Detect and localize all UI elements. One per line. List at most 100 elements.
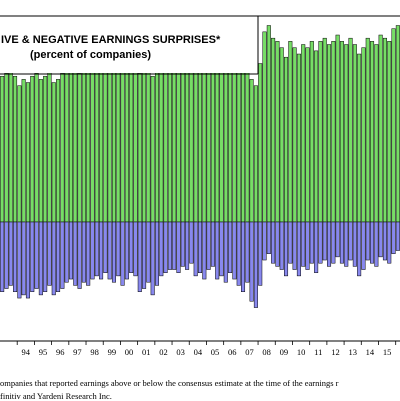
x-tick-label: 99 <box>108 347 117 357</box>
negative-surprise-bar <box>116 221 121 277</box>
negative-surprise-bar <box>111 221 117 283</box>
negative-surprise-bar <box>124 221 129 280</box>
positive-surprise-bar <box>327 44 332 223</box>
negative-surprise-bar <box>266 221 271 254</box>
positive-surprise-bar <box>395 25 400 223</box>
positive-surprise-bar <box>219 53 224 223</box>
negative-surprise-bar <box>241 221 246 292</box>
negative-surprise-bar <box>103 221 108 273</box>
negative-surprise-bar <box>210 221 215 267</box>
x-tick-label: 12 <box>331 347 340 357</box>
negative-surprise-bar <box>322 221 327 261</box>
x-tick-label: 10 <box>297 347 306 357</box>
x-tick-label: 09 <box>280 347 289 357</box>
x-axis-ticks: 94 95 96 97 98 99 00 01 02 03 04 05 06 07 08 09 10 11 12 13… <box>16 341 397 357</box>
positive-surprise-bar <box>228 50 233 223</box>
positive-surprise-bar <box>129 53 134 223</box>
negative-surprise-bar <box>129 221 134 273</box>
negative-surprise-bar <box>21 221 26 296</box>
positive-surprise-bar <box>339 41 344 223</box>
positive-surprise-bar <box>361 47 366 223</box>
negative-surprise-bar <box>56 221 61 292</box>
negative-surprise-bar <box>150 221 155 296</box>
positive-surprise-bar <box>30 75 35 223</box>
negative-surprise-bar <box>288 221 293 264</box>
negative-surprise-bar <box>189 221 194 264</box>
positive-surprise-bar <box>142 69 147 223</box>
x-tick-label: 06 <box>228 347 237 357</box>
positive-surprise-bar <box>223 60 228 223</box>
positive-surprise-bar <box>322 37 327 223</box>
negative-surprise-bar <box>249 221 254 302</box>
negative-surprise-bar <box>215 221 220 280</box>
negative-surprise-bar <box>120 221 125 286</box>
x-tick-label: 07 <box>245 347 254 357</box>
positive-surprise-bar <box>43 75 48 223</box>
negative-surprise-bar <box>0 221 5 292</box>
negative-surprise-bar <box>357 221 362 277</box>
positive-surprise-bar <box>86 69 91 223</box>
positive-surprise-bar <box>335 34 340 223</box>
negative-surprise-bar <box>8 221 13 286</box>
positive-surprise-bar <box>90 63 95 223</box>
positive-surprise-bar <box>137 72 142 223</box>
negative-surprise-bar <box>258 221 263 286</box>
negative-surprise-bar <box>206 221 211 270</box>
positive-surprise-bar <box>47 69 52 223</box>
negative-surprise-bar <box>142 221 147 289</box>
negative-surprise-bar <box>223 221 228 283</box>
negative-surprise-bar <box>86 221 91 286</box>
negative-surprise-bar <box>327 221 332 267</box>
negative-surprise-bar <box>275 221 280 267</box>
positive-surprise-bar <box>34 72 39 223</box>
negative-surprise-bar <box>99 221 104 280</box>
positive-surprise-bar <box>271 37 276 223</box>
positive-surprise-bar <box>232 56 237 223</box>
negative-surprise-bar <box>387 221 392 264</box>
positive-surprise-bar <box>266 25 271 223</box>
negative-surprise-bar <box>159 221 164 277</box>
negative-surprise-bar <box>374 221 379 267</box>
x-tick-label: 15 <box>383 347 392 357</box>
x-tick-label: 02 <box>159 347 168 357</box>
x-tick-label: 03 <box>176 347 185 357</box>
negative-surprise-bar <box>236 221 241 286</box>
footnote-line-2: finitiv and Yardeni Research Inc. <box>0 391 112 401</box>
negative-surprise-bar <box>292 221 297 270</box>
negative-surprise-bar <box>331 221 336 264</box>
positive-surprise-bar <box>391 28 396 223</box>
positive-surprise-bar <box>305 47 310 223</box>
x-tick-label: 11 <box>314 347 322 357</box>
negative-surprise-bar <box>133 221 138 277</box>
negative-surprise-bar <box>17 221 22 299</box>
negative-surprise-bar <box>43 221 48 292</box>
x-tick-label: 95 <box>39 347 48 357</box>
bar-series <box>0 25 400 308</box>
negative-surprise-bar <box>176 221 181 273</box>
positive-surprise-bar <box>357 53 362 223</box>
positive-surprise-bar <box>370 41 375 223</box>
positive-surprise-bar <box>133 56 138 223</box>
positive-surprise-bar <box>288 41 293 223</box>
positive-surprise-bar <box>245 60 250 223</box>
positive-surprise-bar <box>309 41 314 223</box>
x-tick-label: 05 <box>211 347 220 357</box>
negative-surprise-bar <box>262 221 267 261</box>
positive-surprise-bar <box>176 50 181 223</box>
positive-surprise-bar <box>64 66 69 223</box>
positive-surprise-bar <box>382 37 387 223</box>
negative-surprise-bar <box>219 221 224 277</box>
positive-surprise-bar <box>60 72 65 223</box>
negative-surprise-bar <box>13 221 18 292</box>
negative-surprise-bar <box>318 221 323 264</box>
x-tick-label: 00 <box>125 347 134 357</box>
negative-surprise-bar <box>284 221 289 277</box>
positive-surprise-bar <box>275 41 280 223</box>
positive-surprise-bar <box>258 63 263 223</box>
positive-surprise-bar <box>150 75 155 223</box>
x-tick-label: 13 <box>348 347 357 357</box>
positive-surprise-bar <box>25 82 30 223</box>
negative-surprise-bar <box>34 221 39 289</box>
negative-surprise-bar <box>167 221 172 270</box>
x-tick-label: 96 <box>56 347 65 357</box>
